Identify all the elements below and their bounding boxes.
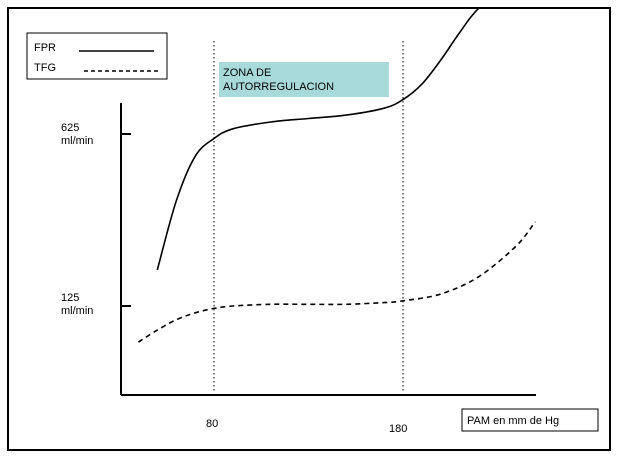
x-tick-label-80: 80 (206, 418, 218, 430)
legend-label-fpr: FPR (34, 42, 56, 54)
x-tick-label-180: 180 (389, 423, 407, 435)
y-tick-label-125-unit: ml/min (61, 305, 93, 317)
y-tick-label-625-value: 625 (61, 122, 79, 134)
y-tick-label-625-unit: ml/min (61, 135, 93, 147)
legend: FPR TFG (26, 32, 168, 80)
series-line-tfg (137, 221, 536, 343)
figure-frame: FPR TFG ZONA DE AUTORREGULACION 625 ml/m… (7, 7, 611, 451)
chart: FPR TFG ZONA DE AUTORREGULACION 625 ml/m… (26, 9, 599, 435)
zone-label-line1: ZONA DE (223, 67, 271, 79)
zone-label-line2: AUTORREGULACION (223, 81, 334, 93)
series-line-fpr (156, 9, 480, 271)
y-tick-label-125-value: 125 (61, 292, 79, 304)
x-axis-label-box (461, 408, 599, 432)
x-axis-label: PAM en mm de Hg (467, 415, 559, 427)
zone-box (219, 62, 389, 97)
legend-label-tfg: TFG (34, 62, 56, 74)
